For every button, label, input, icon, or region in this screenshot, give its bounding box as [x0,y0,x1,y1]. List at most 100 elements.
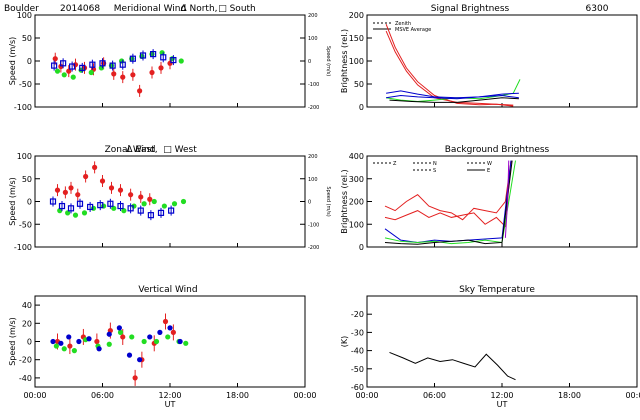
meridional-ytick-right-label: -200 [308,105,319,111]
background-ylabel: Brightness (rel.) [340,169,349,233]
meridional-point [139,52,147,59]
zonal-point [128,192,134,198]
zonal-ytick-label: 50 [22,175,32,184]
zonal-point [151,198,157,205]
zonal-ytick-right-label: 100 [308,177,318,183]
meridional-point [130,72,136,78]
zonal-point [180,198,187,205]
zonal-point [117,202,124,210]
vertical-point [120,334,126,340]
meridional-ytick-label: -100 [14,103,32,112]
signal-panel: Signal Brightness 6300 0 50 100 150 200Brightn… [340,4,638,112]
sky-xtick-label: 00:00 [355,391,378,400]
zonal-point [138,194,144,200]
zonal-ylabel: Speed (m/s) [8,177,17,226]
background-ytick-label: 200 [349,198,364,207]
vertical-xtick-label: 00:00 [23,391,46,400]
background-title: Background Brightness [445,145,550,155]
vertical-ytick-label: 40 [22,301,32,310]
zonal-point [67,205,75,212]
vertical-point [117,329,124,335]
signal-legend-entry: Zenith [395,21,411,27]
vertical-point [165,334,171,340]
signal-ytick-label: 50 [354,80,364,89]
zonal-point [76,200,84,207]
sky-xtick-label: 06:00 [423,391,446,400]
vertical-point [71,348,77,354]
vertical-ytick-label: -40 [19,374,32,383]
signal-ytick-label: 0 [359,103,364,112]
vertical-plot-frame [34,295,306,388]
date-label: 2014068 [60,4,100,14]
signal-series-line [386,90,519,99]
sky-ytick-label: -50 [351,365,364,374]
vertical-point [106,331,112,337]
sky-panel: Sky Temperature -60 -50 -40 -30 -20 00:00 06:00… [340,285,640,409]
meridional-ytick-label: 100 [17,11,32,20]
background-ytick-label: 300 [349,175,364,184]
zonal-ytick-label: -50 [19,220,32,229]
signal-legend-entry: MSVE Average [395,27,431,33]
zonal-ytick-label: 0 [27,198,32,207]
sky-xtick-label: 12:00 [490,391,513,400]
meridional-point [69,63,76,70]
meridional-ytick-right-label: -100 [308,82,319,88]
background-legend-entry: Z [393,161,397,167]
figure-header: Boulder 2014068 [4,4,100,14]
meridional-ylabel-right: Speed (m/s) [325,46,331,76]
vertical-point [137,357,143,363]
zonal-ytick-label: -100 [14,243,32,252]
signal-series-line [386,94,519,100]
vertical-point [116,325,122,331]
signal-title: Signal Brightness [431,4,510,14]
background-legend-entry: S [433,168,436,174]
zonal-point [141,201,147,207]
signal-ytick-label: 200 [349,11,364,20]
vertical-ytick-label: 20 [22,319,32,328]
vertical-panel: Vertical Wind -40 -20 0 20 40 00:00 06:00 12:00 1… [8,285,317,409]
zonal-point [49,198,57,205]
meridional-ytick-label: 0 [27,57,32,66]
zonal-point [87,203,94,211]
background-ytick-label: 400 [349,152,364,161]
background-legend-entry: E [487,168,490,174]
background-plot-frame [366,155,638,248]
sky-plot-frame [366,295,638,388]
background-series-line [384,160,512,228]
meridional-point [109,62,116,69]
meridional-point [129,55,136,62]
vertical-point [177,338,183,345]
meridional-legend-entry: Δ North, [180,4,217,14]
zonal-point [99,178,106,184]
vertical-point [153,338,160,345]
zonal-point [97,202,104,209]
vertical-point [86,336,92,342]
vertical-point [126,352,133,358]
sky-xlabel: UT [497,400,508,409]
zonal-ylabel-right: Speed (m/s) [325,186,331,216]
meridional-ytick-right-label: 200 [308,13,318,19]
zonal-point [54,187,61,193]
zonal-plot-frame [34,155,306,248]
zonal-point [137,207,144,214]
zonal-point [75,192,81,198]
meridional-point [52,56,58,62]
zonal-point [127,205,134,212]
vertical-point [76,338,82,345]
vertical-point [67,343,73,349]
vertical-point [147,334,153,340]
vertical-xlabel: UT [165,400,176,409]
meridional-point [158,65,164,71]
meridional-ylabel: Speed (m/s) [8,37,17,86]
zonal-point [83,173,89,180]
zonal-point [92,164,98,170]
zonal-point [147,212,154,219]
sky-title: Sky Temperature [459,285,535,295]
meridional-ytick-right-label: 0 [308,59,311,65]
vertical-point [53,343,59,349]
zonal-ytick-right-label: -100 [308,222,319,228]
signal-series-line [389,97,519,103]
signal-series-line [385,30,514,106]
